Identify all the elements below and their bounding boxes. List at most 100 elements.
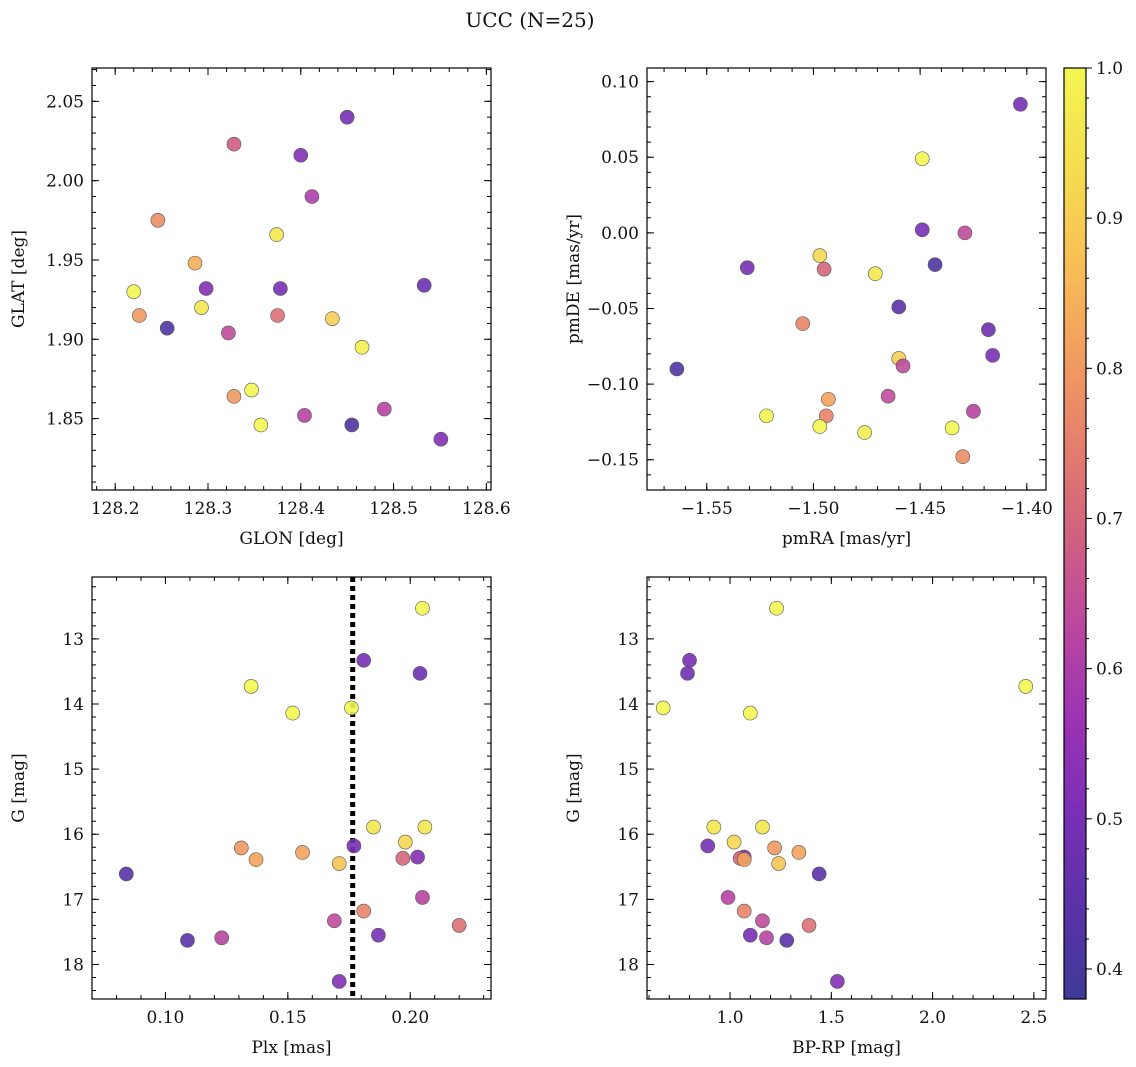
x-tick-label: 128.5: [369, 499, 418, 519]
data-point: [366, 819, 381, 835]
data-point: [415, 890, 430, 905]
figure-title: UCC (N=25): [465, 8, 594, 32]
x-tick-label: 128.6: [462, 499, 511, 519]
data-point: [767, 840, 782, 856]
data-point: [198, 281, 214, 296]
data-point: [118, 866, 134, 882]
x-tick-label: 128.3: [184, 499, 233, 519]
data-point: [221, 325, 236, 341]
data-point: [1018, 679, 1034, 694]
data-point: [285, 705, 301, 721]
axes-frame: [91, 576, 492, 1000]
data-point: [273, 281, 288, 296]
data-point: [895, 358, 911, 374]
data-point: [816, 261, 832, 277]
y-axis-label: G [mag]: [9, 753, 29, 822]
data-point: [248, 852, 264, 867]
data-point: [159, 320, 175, 336]
data-point: [944, 420, 960, 436]
data-point: [755, 913, 770, 929]
y-tick-label: 1.90: [46, 330, 84, 350]
y-tick-label: 15: [62, 760, 84, 780]
data-point: [180, 933, 195, 948]
data-point: [726, 834, 742, 850]
data-point: [295, 845, 310, 860]
data-point: [371, 927, 386, 943]
y-tick-label: 2.00: [46, 172, 84, 192]
axes-frame: [646, 576, 1047, 1000]
data-point: [398, 834, 413, 850]
x-tick-label: 128.4: [276, 499, 325, 519]
data-point: [801, 918, 817, 933]
data-point: [812, 419, 828, 434]
y-tick-label: 13: [617, 630, 639, 650]
y-tick-label: 0.10: [601, 73, 639, 93]
data-point: [244, 382, 259, 398]
axes-frame: [91, 67, 492, 491]
colorbar-tick-label: 0.9: [1096, 209, 1123, 229]
y-tick-label: 13: [62, 630, 84, 650]
data-point: [812, 248, 828, 263]
data-point: [331, 856, 347, 871]
data-point: [293, 147, 309, 163]
data-point: [742, 927, 758, 943]
data-point: [759, 930, 774, 946]
x-tick-label: 0.15: [269, 1008, 307, 1028]
x-axis-label: Plx [mas]: [251, 1038, 331, 1058]
data-point: [126, 284, 142, 299]
data-point: [720, 890, 736, 905]
data-point: [927, 257, 943, 272]
colorbar-gradient: [1063, 67, 1087, 1000]
data-point: [811, 866, 827, 882]
data-point: [344, 417, 360, 433]
data-point: [742, 705, 758, 721]
panel-bprp-g: 1.0 1.5 2.0 2.5 13 14 15 16 17 18 BP-RP [mag] G [ma…: [564, 576, 1047, 1058]
axes-frame: [646, 67, 1047, 491]
data-point: [985, 348, 1000, 363]
y-tick-label: 17: [617, 890, 639, 910]
x-axis-label: GLON [deg]: [239, 529, 343, 549]
y-axis-label: GLAT [deg]: [9, 230, 29, 328]
data-point: [736, 852, 752, 867]
data-point: [339, 109, 355, 125]
data-point: [234, 840, 249, 856]
y-tick-label: 17: [62, 890, 84, 910]
data-point: [412, 666, 428, 681]
colorbar-tick-label: 0.5: [1096, 810, 1123, 830]
data-point: [818, 408, 834, 424]
data-point: [700, 838, 716, 854]
y-tick-label: −0.10: [587, 375, 639, 395]
data-point: [270, 308, 285, 323]
data-point: [304, 189, 320, 204]
data-point: [410, 849, 425, 865]
data-point: [331, 974, 347, 989]
data-point: [1013, 97, 1028, 112]
x-axis-label: BP-RP [mag]: [792, 1038, 901, 1058]
data-point: [187, 255, 203, 271]
x-tick-label: −1.45: [894, 499, 946, 519]
data-point: [451, 918, 467, 933]
colorbar-tick-label: 0.4: [1096, 960, 1123, 980]
data-point: [880, 388, 896, 404]
colorbar-tick-label: 1.0: [1096, 59, 1123, 79]
x-tick-label: 0.20: [391, 1008, 429, 1028]
data-point: [356, 903, 372, 919]
colorbar: 0.4 0.5 0.6 0.7 0.8 0.9 1.0: [1063, 59, 1123, 1000]
data-point: [736, 903, 752, 919]
x-axis-label: pmRA [mas/yr]: [782, 529, 911, 549]
data-point: [914, 151, 930, 167]
data-point: [868, 266, 883, 282]
data-point: [297, 408, 312, 423]
data-point: [269, 227, 284, 242]
data-point: [955, 449, 971, 465]
data-point: [981, 322, 996, 337]
y-axis-label: pmDE [mas/yr]: [564, 214, 584, 344]
panel-glon-glat: 128.2 128.3 128.4 128.5 128.6 1.85 1.90 1.95 2.0…: [9, 67, 511, 549]
x-tick-label: −1.55: [681, 499, 733, 519]
data-point: [354, 339, 370, 355]
data-point: [395, 851, 411, 866]
y-axis-label: G [mag]: [564, 753, 584, 822]
data-point: [150, 213, 166, 228]
data-point: [821, 391, 836, 407]
